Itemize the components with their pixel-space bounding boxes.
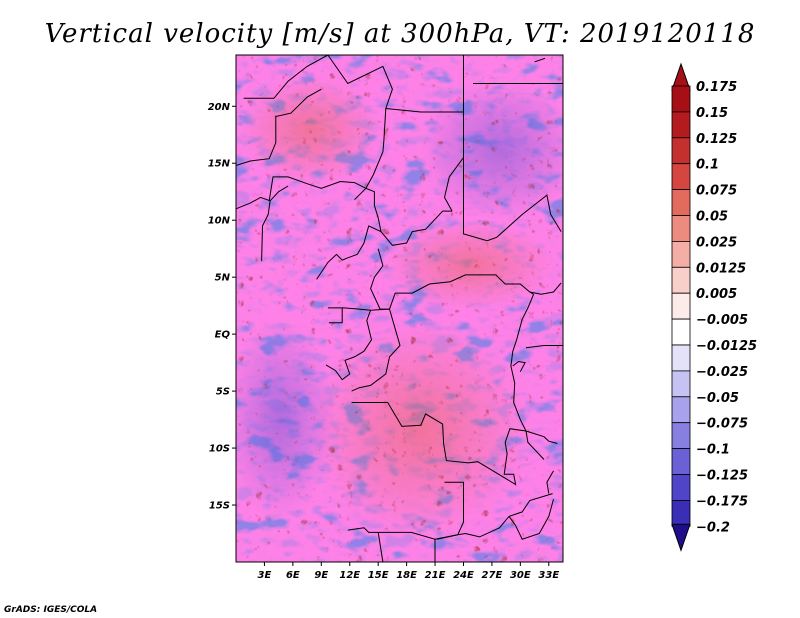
colorbar-swatch	[671, 215, 691, 242]
colorbar-label: 0.175	[696, 80, 737, 95]
border-line-14	[327, 274, 534, 311]
colorbar-swatch	[671, 499, 691, 527]
country-borders	[235, 54, 563, 563]
border-line-7	[235, 88, 322, 166]
border-line-24	[436, 493, 553, 540]
colorbar-swatch	[671, 137, 691, 165]
colorbar-label: 0.125	[696, 132, 737, 147]
lon-tick-label: 12E	[339, 570, 360, 581]
lon-tick-label: 33E	[538, 570, 559, 581]
lat-tick-label: EQ	[215, 330, 231, 341]
border-line-25	[444, 481, 464, 535]
border-line-26	[347, 527, 458, 540]
colorbar-swatch	[671, 474, 691, 501]
colorbar-swatch	[671, 163, 691, 190]
border-line-3	[443, 55, 464, 212]
lat-tick-label: 20N	[208, 102, 231, 113]
strong-ascent-speckles	[236, 55, 563, 562]
colorbar-label: −0.175	[696, 494, 748, 509]
longitude-axis: 3E 6E 9E 12E 15E 18E 21E 24E 27E 30E 33E	[258, 562, 559, 581]
colorbar-label: −0.0125	[696, 339, 757, 354]
border-line-23	[546, 470, 554, 494]
border-line-15	[328, 307, 343, 324]
colorbar-swatch	[671, 344, 691, 372]
border-line-29	[377, 532, 384, 563]
border-line-12	[380, 210, 453, 246]
border-line-18	[351, 294, 535, 486]
colorbar-swatch	[671, 189, 691, 216]
colorbar-swatch	[671, 370, 691, 398]
colorbar-label: −0.075	[696, 417, 748, 432]
border-line-17	[351, 308, 401, 392]
colorbar-swatch	[671, 85, 691, 113]
lat-tick-label: 5N	[215, 273, 231, 284]
lon-tick-label: 15E	[368, 570, 389, 581]
lon-tick-label: 27E	[482, 570, 503, 581]
colorbar-label: −0.125	[696, 469, 748, 484]
border-line-27	[508, 499, 554, 540]
lat-tick-label: 10S	[209, 444, 230, 455]
border-line-4	[463, 157, 562, 242]
colorbar: 0.175 0.15 0.125 0.1 0.075 0.05 0.025 0.0125 0.0…	[671, 62, 757, 552]
lat-tick-label: 5S	[216, 387, 230, 398]
border-line-20	[525, 345, 563, 349]
border-line-6	[534, 57, 546, 63]
colorbar-swatch	[671, 240, 691, 268]
map-frame	[235, 54, 564, 563]
lat-tick-label: 10N	[208, 216, 231, 227]
colorbar-label: −0.05	[696, 391, 739, 406]
grads-credit: GrADS: IGES/COLA	[4, 605, 97, 615]
colorbar-label: 0.1	[696, 158, 719, 173]
border-line-19	[529, 282, 562, 295]
colorbar-label: 0.005	[696, 287, 737, 302]
lon-tick-label: 9E	[314, 570, 328, 581]
lat-tick-label: 15S	[209, 501, 230, 512]
lon-tick-label: 21E	[425, 570, 446, 581]
colorbar-swatch	[671, 266, 691, 294]
lon-tick-label: 6E	[286, 570, 300, 581]
colorbar-swatch	[671, 396, 691, 424]
colorbar-label: 0.05	[696, 210, 728, 225]
velocity-field	[236, 55, 563, 562]
chart-title: Vertical velocity [m/s] at 300hPa, VT: 2…	[45, 19, 756, 49]
colorbar-label: −0.2	[696, 520, 730, 535]
border-line-10	[269, 185, 289, 202]
border-line-0	[243, 54, 329, 99]
colorbar-swatch	[671, 292, 691, 320]
colorbar-swatch	[671, 111, 691, 139]
border-line-22	[525, 430, 558, 460]
colorbar-swatch	[671, 318, 691, 346]
lon-tick-label: 18E	[396, 570, 417, 581]
colorbar-swatch	[671, 448, 691, 475]
colorbar-label: −0.025	[696, 365, 748, 380]
lon-tick-label: 24E	[453, 570, 474, 581]
colorbar-label: 0.025	[696, 235, 737, 250]
colorbar-swatch	[671, 422, 691, 450]
colorbar-label: 0.075	[696, 184, 737, 199]
lat-tick-label: 15N	[208, 159, 231, 170]
colorbar-label: −0.005	[696, 313, 748, 328]
border-line-1	[327, 54, 393, 201]
latitude-axis: 20N 15N 10N 5N EQ 5S 10S 15S	[208, 102, 236, 512]
colorbar-label: 0.0125	[696, 261, 746, 276]
border-line-16	[325, 310, 373, 381]
border-line-21	[512, 360, 526, 372]
colorbar-label: 0.15	[696, 106, 728, 121]
lon-tick-label: 30E	[510, 570, 531, 581]
border-line-11	[316, 187, 382, 280]
colorbar-bottom-triangle	[671, 523, 691, 552]
colorbar-label: −0.1	[696, 443, 730, 458]
border-line-8	[268, 176, 367, 201]
lon-tick-label: 3E	[258, 570, 272, 581]
